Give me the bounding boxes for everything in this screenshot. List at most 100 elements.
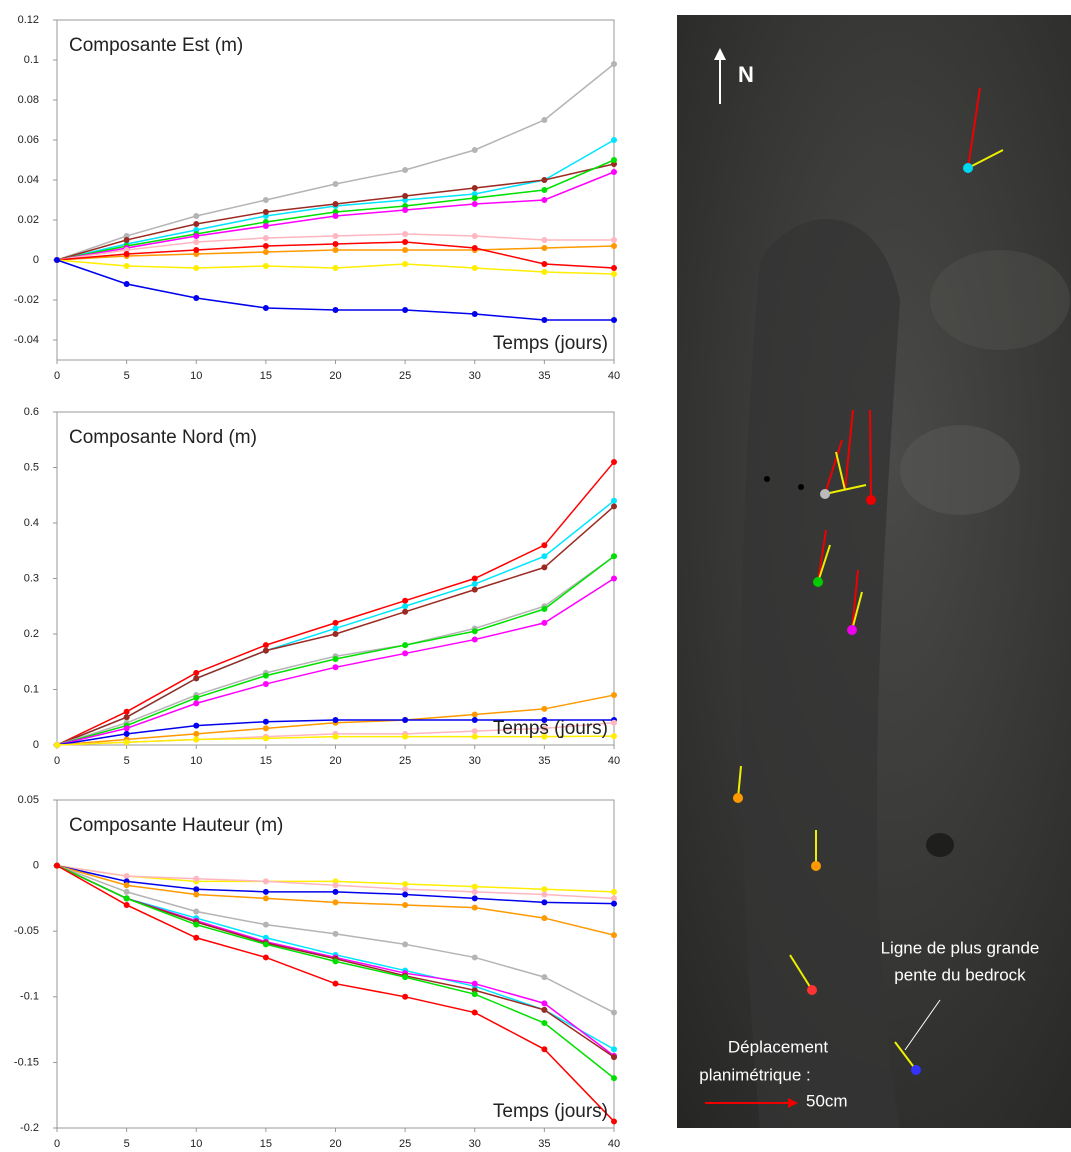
point — [262, 954, 269, 961]
y-tick-label: 0.1 — [24, 54, 39, 66]
point — [402, 993, 409, 1000]
point — [611, 243, 617, 249]
bedrock-label: Ligne de plus grande — [881, 938, 1040, 957]
point — [611, 237, 617, 243]
slope-line — [737, 765, 742, 799]
point — [471, 265, 478, 271]
x-tick-label: 15 — [260, 1138, 272, 1147]
y-tick-label: -0.05 — [14, 925, 39, 937]
point — [402, 167, 409, 173]
point — [193, 921, 200, 928]
point — [262, 235, 269, 241]
station — [764, 476, 770, 482]
point — [402, 193, 409, 199]
point — [541, 269, 548, 275]
point — [541, 564, 548, 571]
x-tick-label: 35 — [538, 370, 550, 382]
point — [262, 735, 269, 742]
station — [820, 489, 830, 499]
x-tick-label: 35 — [538, 1138, 550, 1147]
x-tick-label: 25 — [399, 755, 411, 767]
slope-line — [967, 149, 1004, 169]
point — [402, 239, 409, 245]
point — [471, 904, 478, 911]
point — [123, 901, 130, 908]
y-tick-label: -0.2 — [20, 1122, 39, 1134]
point — [611, 1046, 617, 1053]
point — [402, 941, 409, 948]
point — [471, 586, 478, 593]
x-tick-label: 25 — [399, 1138, 411, 1147]
y-tick-label: -0.04 — [14, 334, 39, 346]
point — [611, 1054, 617, 1061]
point — [123, 882, 130, 889]
point — [332, 717, 339, 724]
plot-frame — [56, 411, 615, 746]
point — [541, 891, 548, 898]
point — [262, 209, 269, 215]
arrows — [705, 48, 1004, 1108]
point — [471, 980, 478, 987]
y-tick-label: 0.08 — [18, 94, 39, 106]
point — [332, 625, 339, 632]
north-label: N — [738, 62, 754, 87]
point — [123, 708, 130, 715]
point — [262, 223, 269, 229]
point — [541, 1020, 548, 1027]
point — [471, 185, 478, 191]
point — [471, 733, 478, 740]
point — [54, 862, 60, 869]
displacement-arrow — [967, 87, 981, 169]
point — [123, 263, 130, 269]
point — [541, 725, 548, 732]
point — [332, 888, 339, 895]
displacement-arrow — [817, 529, 827, 583]
point — [471, 954, 478, 961]
point — [541, 915, 548, 922]
point — [332, 631, 339, 637]
point — [193, 265, 200, 271]
y-tick-label: 0.3 — [24, 572, 39, 584]
point — [193, 908, 200, 915]
point — [471, 883, 478, 890]
x-tick-label: 5 — [124, 1138, 130, 1147]
point — [471, 195, 478, 201]
rock-feature — [900, 425, 1020, 515]
point — [402, 974, 409, 981]
y-tick-label: 0.06 — [18, 134, 39, 146]
point — [193, 700, 200, 707]
station — [807, 985, 817, 995]
point — [611, 458, 617, 465]
point — [471, 991, 478, 998]
point — [402, 891, 409, 898]
point — [262, 888, 269, 895]
point — [611, 497, 617, 504]
point — [54, 257, 60, 263]
point — [123, 237, 130, 243]
point — [541, 886, 548, 893]
series-line — [56, 461, 615, 746]
point — [193, 233, 200, 239]
x-axis-title: Temps (jours) — [493, 1101, 608, 1122]
x-tick-label: 15 — [260, 755, 272, 767]
point — [471, 1009, 478, 1016]
x-tick-label: 30 — [469, 755, 481, 767]
point — [262, 941, 269, 948]
point — [193, 736, 200, 743]
x-tick-label: 5 — [124, 755, 130, 767]
point — [541, 1000, 548, 1007]
point — [332, 930, 339, 937]
point — [471, 728, 478, 735]
point — [402, 886, 409, 893]
point — [541, 245, 548, 251]
point — [123, 281, 130, 287]
point — [332, 247, 339, 253]
station — [866, 495, 876, 505]
x-tick-label: 0 — [54, 755, 60, 767]
x-tick-label: 5 — [124, 370, 130, 382]
point — [611, 265, 617, 271]
y-tick-label: 0.12 — [18, 14, 39, 26]
point — [332, 980, 339, 987]
point — [471, 147, 478, 153]
